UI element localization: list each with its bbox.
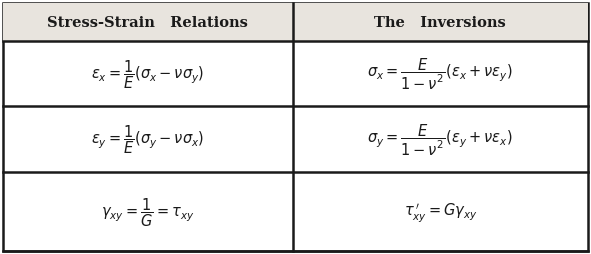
Text: $\tau_{xy}^{\,\prime} = G\gamma_{xy}$: $\tau_{xy}^{\,\prime} = G\gamma_{xy}$ <box>404 200 477 223</box>
Text: $\sigma_y = \dfrac{E}{1-\nu^2}\left(\varepsilon_y + \nu\varepsilon_x\right)$: $\sigma_y = \dfrac{E}{1-\nu^2}\left(\var… <box>368 122 513 157</box>
Text: The   Inversions: The Inversions <box>375 16 506 30</box>
Text: Stress-Strain   Relations: Stress-Strain Relations <box>47 16 248 30</box>
Text: $\varepsilon_x = \dfrac{1}{E}\left(\sigma_x - \nu\sigma_y\right)$: $\varepsilon_x = \dfrac{1}{E}\left(\sigm… <box>91 58 204 91</box>
Text: $\varepsilon_y = \dfrac{1}{E}\left(\sigma_y - \nu\sigma_x\right)$: $\varepsilon_y = \dfrac{1}{E}\left(\sigm… <box>91 123 204 156</box>
Bar <box>3 4 293 42</box>
Text: $\sigma_x = \dfrac{E}{1-\nu^2}\left(\varepsilon_x + \nu\varepsilon_y\right)$: $\sigma_x = \dfrac{E}{1-\nu^2}\left(\var… <box>368 57 513 92</box>
Bar <box>293 4 588 42</box>
Text: $\gamma_{xy} = \dfrac{1}{G} = \tau_{xy}$: $\gamma_{xy} = \dfrac{1}{G} = \tau_{xy}$ <box>101 196 194 228</box>
